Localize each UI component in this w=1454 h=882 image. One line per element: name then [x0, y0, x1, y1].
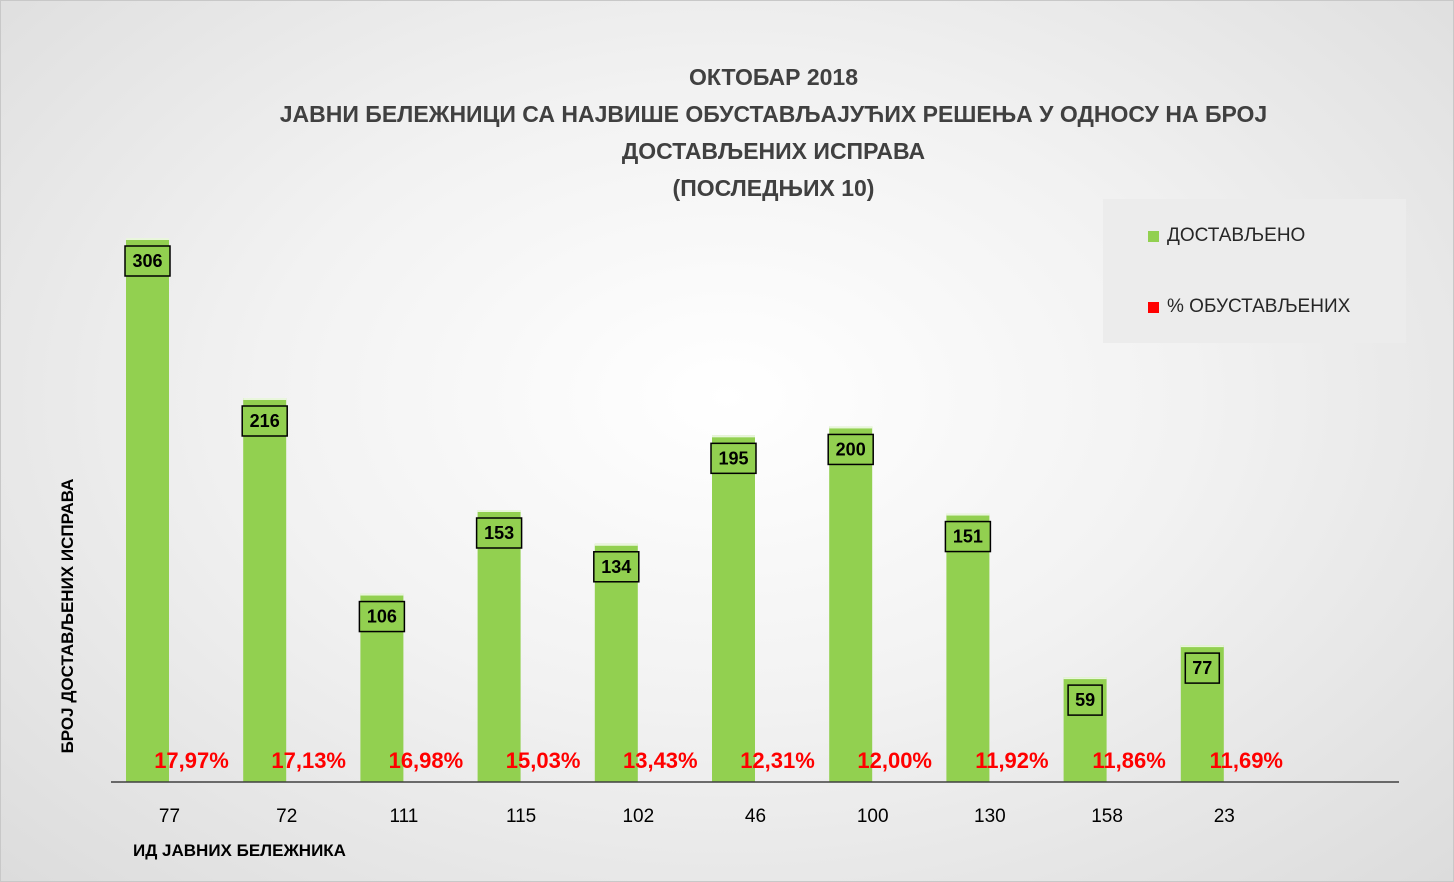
legend-swatch-suspended [1148, 301, 1159, 313]
chart-title: ОКТОБАР 2018 ЈАВНИ БЕЛЕЖНИЦИ СА НАЈВИШЕ … [1, 59, 1453, 207]
bar-value-label-72: 216 [250, 411, 280, 431]
x-tick-label-100: 100 [857, 806, 889, 827]
legend: ДОСТАВЉЕНО % ОБУСТАВЉЕНИХ [1103, 199, 1406, 343]
legend-label-suspended: % ОБУСТАВЉЕНИХ [1167, 296, 1351, 317]
bar-value-box-115 [475, 517, 523, 549]
x-tick-label-102: 102 [622, 806, 654, 827]
bar-highlight-102 [594, 543, 638, 546]
bar-highlight-111 [360, 593, 404, 596]
bar-115 [477, 510, 521, 782]
bar-value-box-102 [593, 551, 640, 583]
bar-value-label-111: 106 [367, 607, 397, 627]
percent-label-111: 16,98% [389, 748, 464, 773]
legend-item-delivered: ДОСТАВЉЕНО [1148, 225, 1305, 247]
bar-102 [594, 543, 638, 782]
chart-title-line-1: ОКТОБАР 2018 [688, 64, 859, 90]
bar-value-label-23: 77 [1192, 658, 1212, 678]
bar-46 [712, 435, 755, 782]
percent-label-102: 13,43% [623, 748, 698, 773]
bar-value-label-130: 151 [953, 527, 983, 547]
x-tick-label-72: 72 [276, 806, 297, 827]
bar-value-label-77: 306 [132, 251, 162, 271]
bar-value-box-130 [944, 520, 992, 553]
legend-item-suspended: % ОБУСТАВЉЕНИХ [1148, 296, 1350, 318]
bar-value-box-77 [124, 245, 171, 277]
bar-value-box-158 [1067, 684, 1103, 716]
chart-title-line-2: ЈАВНИ БЕЛЕЖНИЦИ СА НАЈВИШЕ ОБУСТАВЉАЈУЋИ… [279, 101, 1268, 127]
chart-title-line-3: ДОСТАВЉЕНИХ ИСПРАВА [621, 138, 926, 164]
bar-value-label-158: 59 [1075, 690, 1095, 710]
bar-value-box-100 [827, 433, 874, 466]
bar-highlight-115 [477, 510, 521, 512]
bar-value-label-100: 200 [836, 439, 866, 459]
x-tick-label-23: 23 [1214, 806, 1235, 827]
bar-77 [126, 238, 169, 782]
percent-label-23: 11,69% [1210, 748, 1283, 773]
x-tick-label-158: 158 [1091, 806, 1123, 827]
percent-label-130: 11,92% [975, 748, 1048, 773]
percent-label-72: 17,13% [271, 748, 346, 773]
percent-label-115: 15,03% [506, 748, 581, 773]
percent-label-46: 12,31% [740, 748, 815, 773]
percent-label-158: 11,86% [1092, 748, 1165, 773]
bar-highlight-100 [829, 426, 873, 429]
x-tick-label-46: 46 [745, 806, 766, 827]
x-tick-label-111: 111 [389, 806, 418, 827]
bar-100 [829, 426, 873, 782]
percent-label-100: 12,00% [857, 748, 932, 773]
bar-value-label-115: 153 [484, 523, 514, 543]
x-tick-label-77: 77 [159, 806, 180, 827]
bar-highlight-72 [243, 398, 287, 400]
x-tick-label-130: 130 [974, 806, 1006, 827]
bar-highlight-46 [712, 435, 755, 438]
y-axis-label: БРОЈ ДОСТАВЉЕНИХ ИСПРАВА [58, 478, 77, 754]
bar-value-box-46 [710, 442, 757, 475]
x-axis-label: ИД ЈАВНИХ БЕЛЕЖНИКА [133, 841, 346, 860]
legend-label-delivered: ДОСТАВЉЕНО [1167, 225, 1306, 246]
bar-highlight-130 [946, 513, 990, 516]
bar-value-box-72 [241, 405, 288, 437]
bar-value-box-23 [1184, 652, 1221, 684]
bar-72 [243, 398, 287, 782]
bar-value-label-102: 134 [601, 557, 631, 577]
bar-value-label-46: 195 [718, 448, 748, 468]
bar-highlight-77 [126, 238, 169, 240]
bar-highlight-23 [1180, 645, 1224, 648]
bar-value-box-111 [358, 600, 406, 633]
bar-130 [946, 513, 990, 782]
chart-title-line-4: (ПОСЛЕДЊИХ 10) [672, 175, 875, 201]
legend-swatch-delivered [1148, 230, 1159, 242]
percent-label-77: 17,97% [154, 748, 229, 773]
bar-highlight-158 [1063, 677, 1107, 680]
x-tick-label-115: 115 [506, 806, 536, 827]
